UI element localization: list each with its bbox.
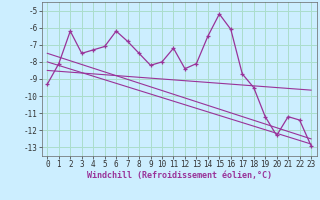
X-axis label: Windchill (Refroidissement éolien,°C): Windchill (Refroidissement éolien,°C) [87, 171, 272, 180]
